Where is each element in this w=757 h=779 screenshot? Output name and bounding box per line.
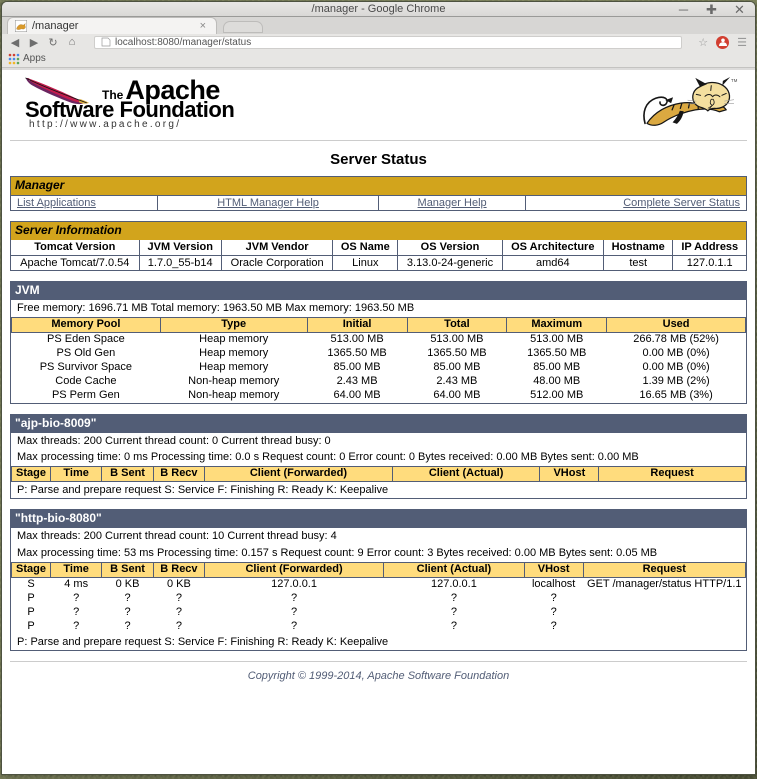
svg-text:TM: TM (731, 77, 738, 82)
